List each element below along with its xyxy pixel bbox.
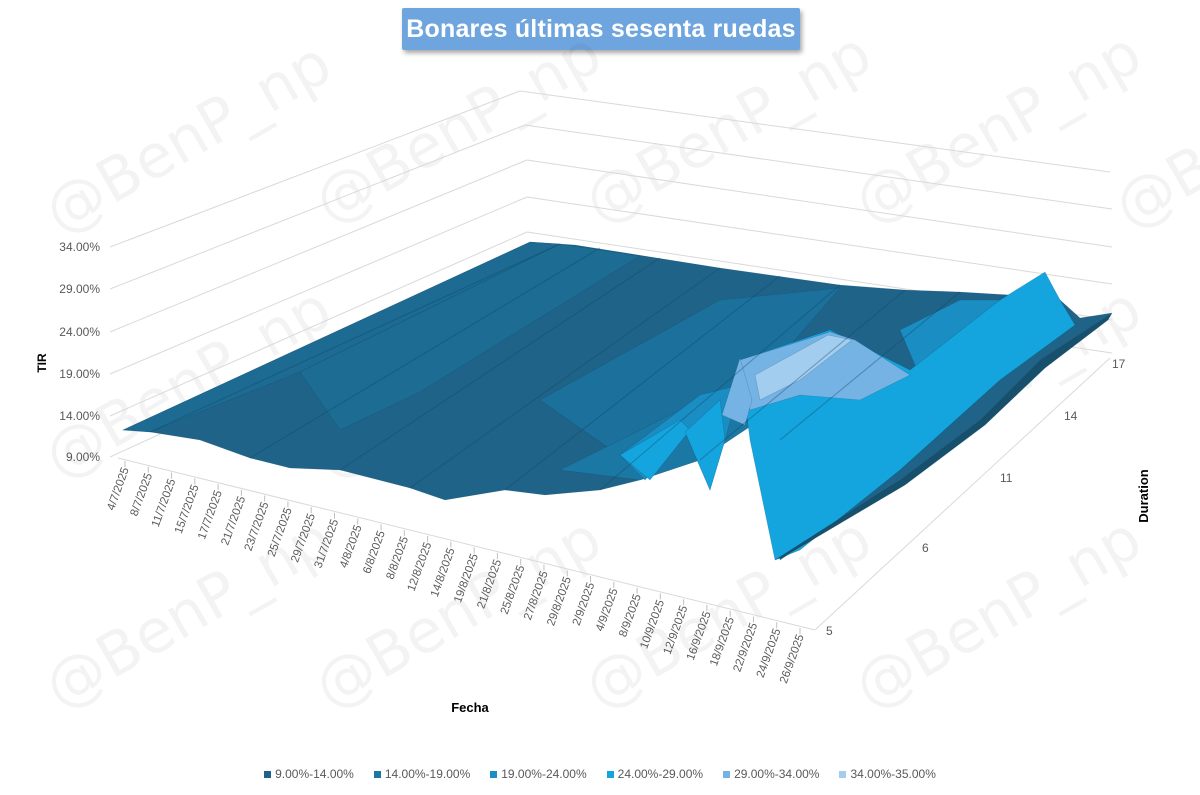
surface-ridge: [409, 267, 721, 489]
surface-ridge: [779, 291, 961, 441]
z-tick-label: 11: [1000, 471, 1013, 485]
gridline: [109, 159, 528, 333]
x-tick-label: 17/7/2025: [196, 489, 225, 541]
x-tick-label: 12/8/2025: [406, 541, 435, 593]
x-axis-title: Fecha: [451, 700, 489, 715]
surface-band-29-34: [721, 356, 753, 426]
gridline: [109, 90, 521, 248]
legend-swatch: [606, 770, 614, 778]
chart-title-box: Bonares últimas sesenta ruedas: [402, 8, 800, 50]
legend-entry: 19.00%-24.00%: [490, 766, 587, 782]
x-tick-label: 26/9/2025: [778, 633, 807, 685]
legend-label: 14.00%-19.00%: [384, 767, 471, 781]
surface-ridge: [149, 243, 561, 433]
gridline: [519, 90, 1111, 173]
surface-band-29-34: [739, 331, 911, 411]
y-tick-label: 24.00%: [59, 325, 100, 339]
legend-swatch: [264, 770, 272, 778]
y-tick-label: 19.00%: [59, 367, 100, 381]
chart-title: Bonares últimas sesenta ruedas: [406, 14, 796, 43]
x-tick-label: 2/9/2025: [571, 581, 598, 627]
legend-label: 24.00%-29.00%: [617, 767, 704, 781]
surface-ridge: [339, 257, 661, 471]
y-tick-label: 29.00%: [59, 282, 100, 296]
gridline: [526, 159, 1113, 248]
surface-ridge: [504, 275, 781, 491]
z-axis-line: [814, 357, 1111, 631]
legend-swatch: [839, 770, 847, 778]
watermark-text: @BenP_np: [843, 18, 1154, 238]
legend-entry: 34.00%-35.00%: [839, 766, 936, 782]
legend-label: 34.00%-35.00%: [850, 767, 936, 781]
legend-entry: 24.00%-29.00%: [606, 766, 704, 782]
gridline: [109, 231, 528, 417]
x-tick-label: 8/8/2025: [385, 535, 412, 581]
legend-swatch: [373, 770, 381, 778]
watermark-text: @BenP_np: [303, 18, 614, 238]
y-tick-label: 34.00%: [59, 240, 100, 254]
watermark-text: @BenP_np: [33, 503, 344, 723]
watermark-text: @BenP_np: [843, 503, 1154, 723]
gridline: [526, 196, 1113, 285]
x-tick-label: 15/7/2025: [173, 483, 202, 535]
surface-edge: [774, 312, 1113, 561]
z-tick-label: 6: [922, 541, 929, 555]
x-tick-label: 8/7/2025: [129, 472, 156, 518]
legend-entry: 29.00%-34.00%: [723, 766, 819, 782]
z-tick-label: 5: [826, 624, 833, 638]
z-tick-label: 14: [1064, 409, 1078, 423]
surface-band-34-35: [754, 334, 853, 401]
watermark-text: @BenP_np: [573, 18, 884, 238]
y-tick-label: 14.00%: [59, 409, 100, 423]
surface-ridge: [249, 247, 601, 459]
surface-ridge: [599, 284, 841, 491]
x-tick-label: 4/7/2025: [105, 466, 132, 512]
x-tick-label: 6/8/2025: [361, 529, 388, 575]
chart-legend: 9.00%-14.00% 14.00%-19.00% 19.00%-24.00% 24…: [0, 766, 1200, 782]
z-tick-label: 17: [1112, 357, 1126, 371]
x-tick-label: 4/9/2025: [594, 587, 621, 633]
legend-label: 29.00%-34.00%: [734, 767, 820, 781]
watermark-text: @BenP_np: [573, 503, 884, 723]
legend-entry: 9.00%-14.00%: [264, 766, 354, 782]
x-tick-label: 21/7/2025: [219, 495, 248, 547]
x-tick-label: 11/7/2025: [150, 477, 178, 528]
surface-ridge: [699, 289, 906, 461]
x-tick-label: 4/8/2025: [338, 524, 365, 570]
z-axis-title: Duration: [1136, 469, 1151, 523]
legend-label: 19.00%-24.00%: [501, 767, 587, 781]
legend-label: 9.00%-14.00%: [275, 767, 354, 781]
surface-shade: [299, 243, 641, 431]
legend-entry: 14.00%-19.00%: [373, 766, 471, 782]
surface-plot: [121, 241, 1113, 561]
legend-swatch: [723, 770, 731, 778]
gridline: [109, 124, 526, 290]
y-tick-label: 9.00%: [66, 450, 100, 464]
gridline: [109, 196, 528, 375]
gridline: [524, 124, 1113, 210]
y-axis-title: TIR: [35, 353, 49, 373]
legend-swatch: [490, 770, 498, 778]
x-axis-line: [117, 457, 816, 631]
surface-band-24-29: [684, 399, 726, 491]
